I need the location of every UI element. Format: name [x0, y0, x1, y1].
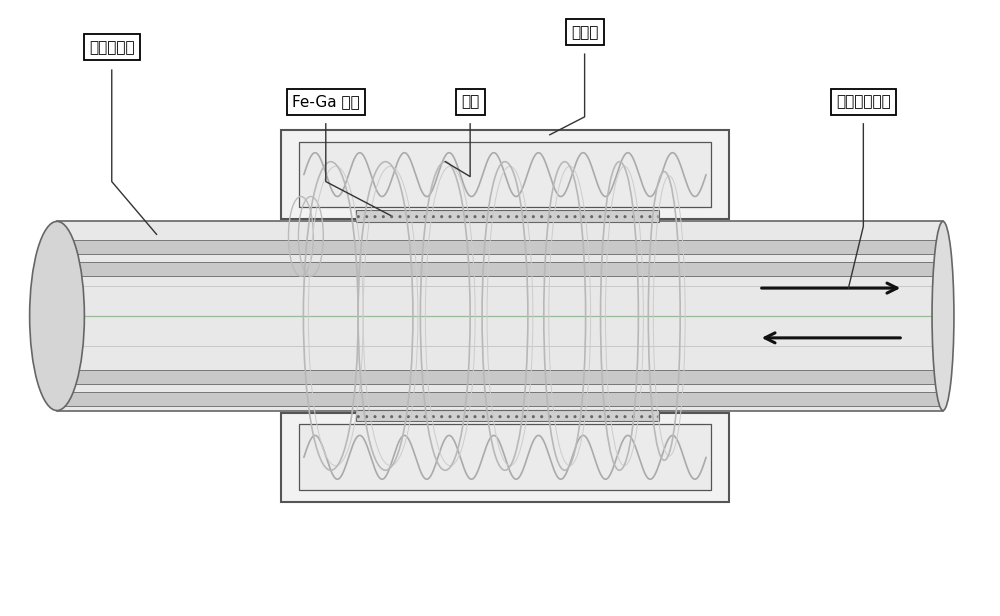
Polygon shape — [299, 142, 711, 208]
Text: Fe-Ga 薄带: Fe-Ga 薄带 — [292, 94, 360, 110]
Polygon shape — [57, 240, 943, 254]
Text: 线圈: 线圈 — [461, 94, 479, 110]
Polygon shape — [57, 221, 943, 410]
Text: 不锈钢管道: 不锈钢管道 — [89, 39, 135, 55]
Polygon shape — [356, 211, 659, 222]
Polygon shape — [57, 370, 943, 384]
Polygon shape — [281, 413, 729, 502]
Text: 超声导波信号: 超声导波信号 — [836, 94, 891, 110]
Ellipse shape — [30, 221, 84, 410]
Text: 螺线管: 螺线管 — [571, 25, 598, 40]
Polygon shape — [57, 262, 943, 276]
Polygon shape — [356, 410, 659, 421]
Polygon shape — [281, 130, 729, 219]
Polygon shape — [299, 424, 711, 490]
Polygon shape — [57, 392, 943, 405]
Ellipse shape — [932, 221, 954, 410]
